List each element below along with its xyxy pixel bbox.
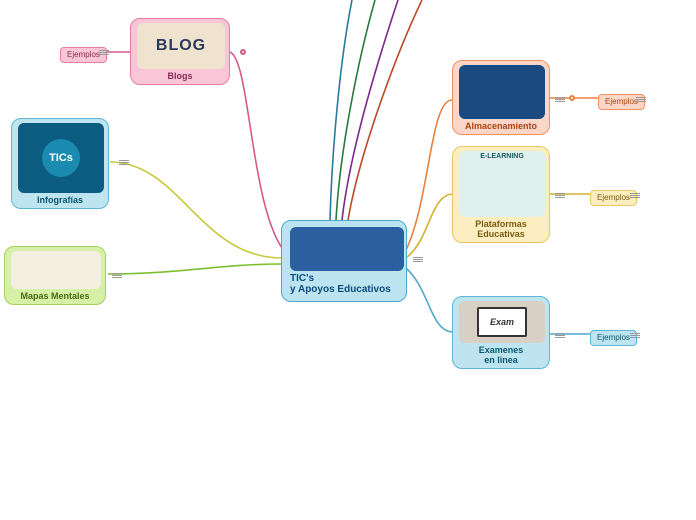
center-node-image bbox=[290, 227, 404, 271]
examenes-thumbnail-laptop: Exam bbox=[477, 307, 527, 337]
expand-handle-icon[interactable] bbox=[630, 330, 640, 340]
collapse-dot-icon[interactable] bbox=[569, 95, 575, 101]
center-node[interactable]: TIC's y Apoyos Educativos bbox=[281, 220, 407, 302]
expand-handle-icon[interactable] bbox=[555, 330, 565, 340]
ejemplos-label: Ejemplos bbox=[67, 50, 100, 59]
node-plataformas[interactable]: E-LEARNING Plataformas Educativas bbox=[452, 146, 550, 243]
expand-handle-icon[interactable] bbox=[555, 190, 565, 200]
node-blogs-image: BLOG bbox=[137, 23, 225, 69]
infografias-thumbnail-badge: TICs bbox=[42, 139, 80, 177]
collapse-dot-icon[interactable] bbox=[240, 49, 246, 55]
node-mapas-label: Mapas Mentales bbox=[11, 291, 99, 301]
expand-handle-icon[interactable] bbox=[555, 94, 565, 104]
expand-handle-icon[interactable] bbox=[99, 47, 109, 57]
ejemplos-label: Ejemplos bbox=[605, 97, 638, 106]
expand-handle-icon[interactable] bbox=[413, 254, 423, 264]
ejemplos-label: Ejemplos bbox=[597, 333, 630, 342]
expand-handle-icon[interactable] bbox=[630, 190, 640, 200]
center-node-label-line2: y Apoyos Educativos bbox=[290, 284, 398, 295]
node-examenes-label-line1: Examenes bbox=[459, 345, 543, 355]
node-infografias[interactable]: TICs Infografías bbox=[11, 118, 109, 209]
node-plataformas-label-line1: Plataformas bbox=[459, 219, 543, 229]
node-mapas-mentales[interactable]: Mapas Mentales bbox=[4, 246, 106, 305]
plataformas-thumbnail-banner: E-LEARNING bbox=[459, 153, 545, 160]
expand-handle-icon[interactable] bbox=[119, 157, 129, 167]
node-infografias-image: TICs bbox=[18, 123, 104, 193]
node-examenes-image: Exam bbox=[459, 301, 545, 343]
node-plataformas-label-line2: Educativas bbox=[459, 229, 543, 239]
node-plataformas-image: E-LEARNING bbox=[459, 151, 545, 217]
expand-handle-icon[interactable] bbox=[636, 94, 646, 104]
node-examenes[interactable]: Exam Examenes en linea bbox=[452, 296, 550, 369]
node-infografias-label: Infografías bbox=[18, 195, 102, 205]
node-almacenamiento-image bbox=[459, 65, 545, 119]
node-blogs[interactable]: BLOG Blogs bbox=[130, 18, 230, 85]
node-mapas-image bbox=[11, 251, 101, 289]
center-node-label-line1: TIC's bbox=[290, 273, 398, 284]
node-examenes-label-line2: en linea bbox=[459, 355, 543, 365]
expand-handle-icon[interactable] bbox=[112, 270, 122, 280]
node-almacenamiento-label: Almacenamiento bbox=[459, 121, 543, 131]
node-almacenamiento[interactable]: Almacenamiento bbox=[452, 60, 550, 135]
ejemplos-label: Ejemplos bbox=[597, 193, 630, 202]
node-blogs-label: Blogs bbox=[137, 71, 223, 81]
